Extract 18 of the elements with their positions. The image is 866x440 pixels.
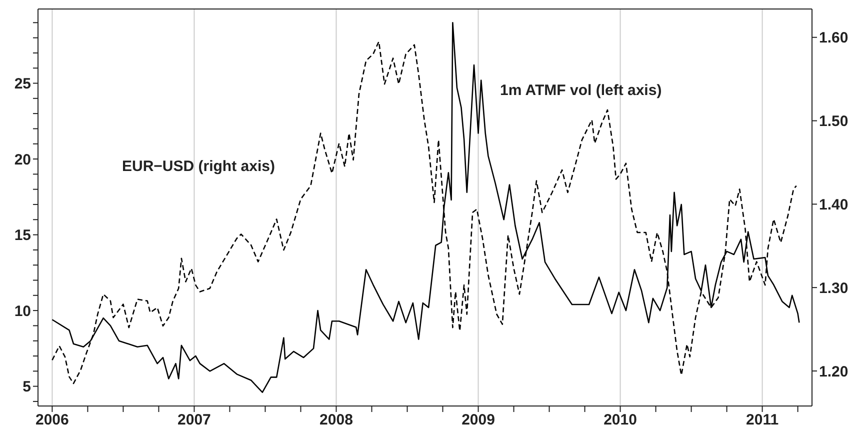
y2-tick-label: 1.20	[819, 363, 848, 380]
x-tick-label: 2006	[36, 412, 69, 429]
x-tick-label: 2009	[462, 412, 495, 429]
x-tick-label: 2010	[604, 412, 637, 429]
y-tick-label: 20	[14, 151, 31, 168]
x-tick-label: 2007	[178, 412, 211, 429]
y2-tick-label: 1.40	[819, 196, 848, 214]
x-tick-label: 2011	[746, 412, 779, 429]
y-tick-label: 15	[14, 227, 31, 244]
y2-tick-label: 1.50	[819, 113, 848, 130]
series-label: 1m ATMF vol (left axis)	[500, 82, 662, 99]
text: EUR−USD (right axis)	[122, 158, 275, 175]
x-tick-label: 2008	[320, 412, 353, 429]
y-tick-label: 25	[14, 76, 31, 93]
y2-tick-label: 1.30	[819, 280, 848, 297]
y-tick-label: 10	[14, 302, 31, 320]
y-tick-label: 5	[22, 378, 31, 396]
y2-tick-label: 1.60	[819, 30, 848, 47]
